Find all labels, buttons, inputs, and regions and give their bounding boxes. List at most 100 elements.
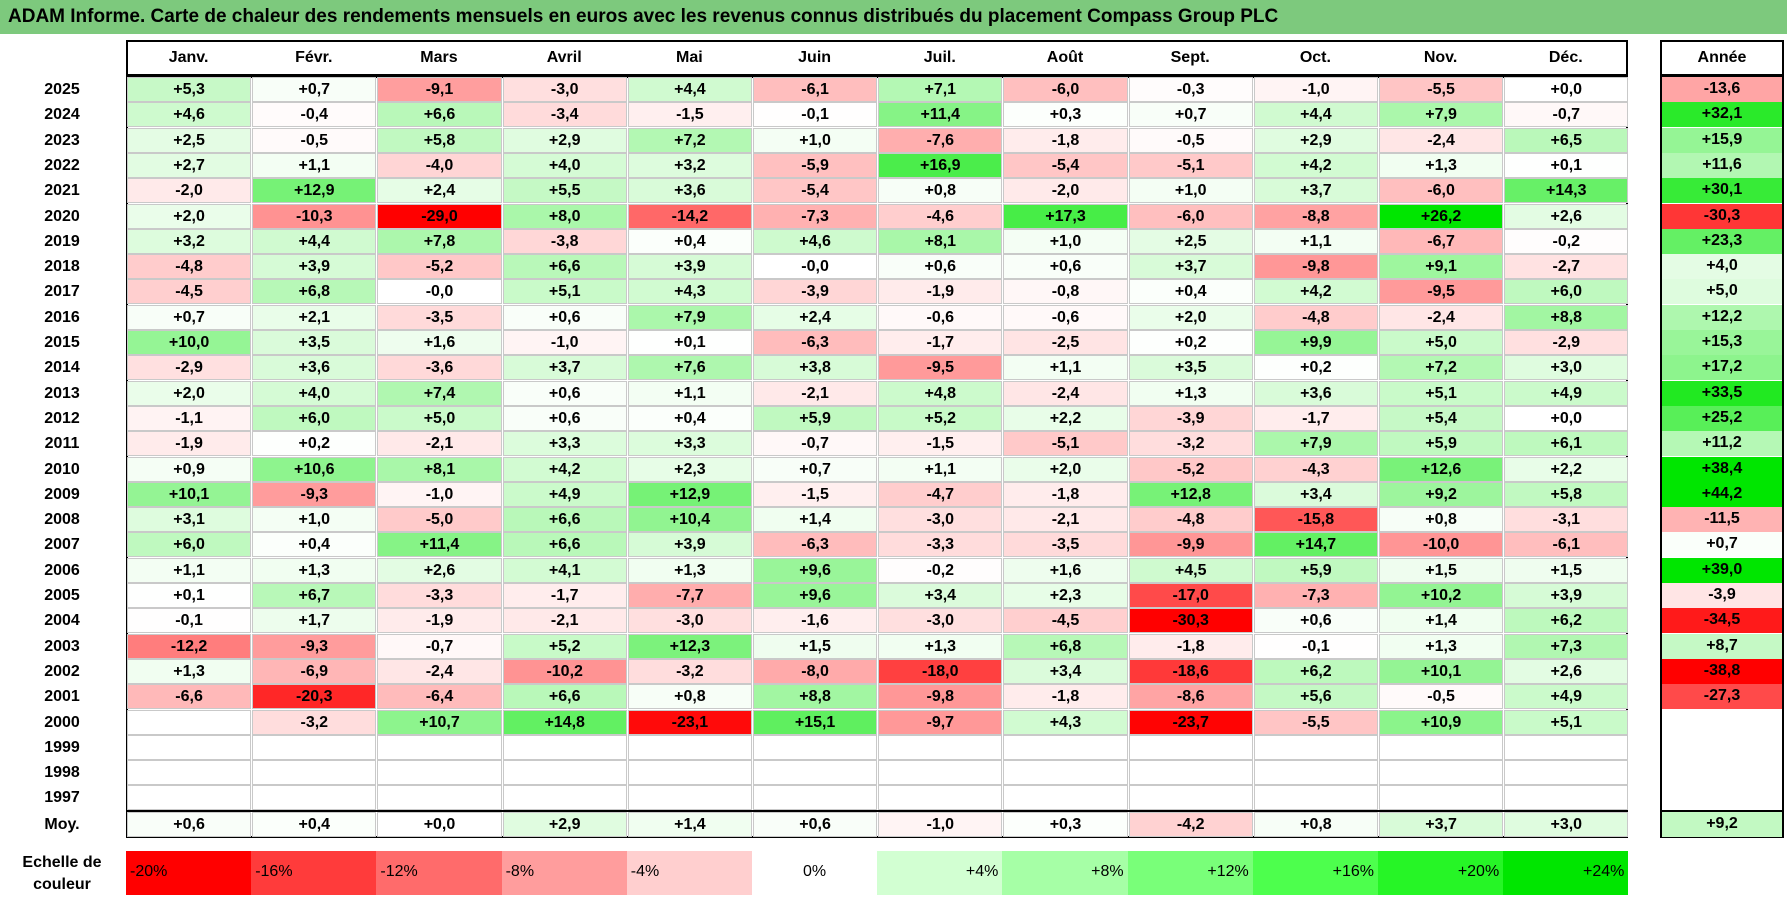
heatmap-cell: -0,1 [127, 608, 252, 634]
heatmap-cell: -0,5 [1128, 127, 1253, 153]
heatmap-cell: -4,0 [377, 152, 502, 178]
heatmap-cell: +0,8 [878, 178, 1003, 204]
heatmap-cell: -1,1 [127, 405, 252, 431]
annual-cell: -27,3 [1662, 684, 1782, 710]
heatmap-cell: -6,3 [753, 532, 878, 558]
scale-swatch: -12% [376, 851, 502, 895]
heatmap-cell: +3,7 [1128, 254, 1253, 280]
heatmap-cell: -9,5 [878, 355, 1003, 381]
heatmap-cell: +8,1 [878, 228, 1003, 254]
heatmap-cell: +3,5 [1128, 355, 1253, 381]
month-header: Août [1046, 49, 1084, 66]
heatmap-cell: +4,3 [627, 279, 752, 305]
heatmap-cell: +5,9 [1379, 431, 1504, 457]
annual-cell: +39,0 [1662, 557, 1782, 583]
heatmap-cell: +0,6 [1003, 254, 1128, 280]
heatmap-cell: -2,1 [502, 608, 627, 634]
heatmap-cell: -20,3 [252, 684, 377, 710]
heatmap-cell: -1,5 [753, 481, 878, 507]
year-label: 2010 [44, 460, 80, 478]
scale-swatch: -8% [501, 851, 627, 895]
heatmap-cell: -1,9 [878, 279, 1003, 305]
heatmap-cell [502, 785, 627, 811]
heatmap-cell [1504, 734, 1629, 760]
heatmap-cell: +6,2 [1253, 658, 1378, 684]
heatmap-cell: +4,0 [502, 152, 627, 178]
heatmap-cell: +8,8 [1504, 304, 1629, 330]
heatmap-cell: +4,1 [502, 557, 627, 583]
heatmap-cell: -1,5 [627, 102, 752, 128]
heatmap-cell: +0,2 [1253, 355, 1378, 381]
heatmap-cell: +1,4 [1379, 608, 1504, 634]
scale-swatch: +24% [1503, 851, 1629, 895]
heatmap-cell [1003, 760, 1128, 786]
heatmap-cell: -3,0 [502, 77, 627, 102]
heatmap-cell: -4,5 [1003, 608, 1128, 634]
heatmap-cell: +7,2 [1379, 355, 1504, 381]
heatmap-cell: +4,9 [1504, 380, 1629, 406]
heatmap-cell: -3,2 [252, 709, 377, 735]
heatmap-cell: +3,2 [627, 152, 752, 178]
year-label: 2014 [44, 359, 80, 377]
heatmap-cell: -6,7 [1379, 228, 1504, 254]
heatmap-cell: -0,3 [1128, 77, 1253, 102]
average-cell: +0,8 [1253, 812, 1378, 837]
heatmap-cell: -0,6 [878, 304, 1003, 330]
scale-swatch: 0% [752, 851, 878, 895]
heatmap-cell: +6,0 [1504, 279, 1629, 305]
heatmap-cell: +1,0 [252, 507, 377, 533]
heatmap-cell: +26,2 [1379, 203, 1504, 229]
month-header: Déc. [1548, 49, 1583, 66]
average-cell: -1,0 [878, 812, 1003, 837]
annual-cell [1662, 734, 1782, 760]
heatmap-cell: +6,2 [1504, 608, 1629, 634]
year-label: 2021 [44, 182, 80, 200]
page-title: ADAM Informe. Carte de chaleur des rende… [0, 0, 1787, 34]
heatmap-cell: +3,9 [1504, 583, 1629, 608]
heatmap-cell: -5,0 [377, 507, 502, 533]
annual-cell: -13,6 [1662, 77, 1782, 102]
heatmap-cell: +5,8 [377, 127, 502, 153]
heatmap-cell [753, 734, 878, 760]
heatmap-cell: -0,2 [1504, 228, 1629, 254]
heatmap-cell: +5,5 [502, 178, 627, 204]
scale-swatch: -20% [126, 851, 252, 895]
heatmap-cell: +2,3 [627, 456, 752, 482]
heatmap-cell: -1,8 [1003, 127, 1128, 153]
annual-cell: -34,5 [1662, 608, 1782, 634]
annual-cell: +30,1 [1662, 178, 1782, 204]
heatmap-cell: +1,1 [252, 152, 377, 178]
heatmap-cell: +4,4 [1253, 102, 1378, 128]
months-header-frame [126, 40, 1629, 76]
heatmap-cell: -1,7 [502, 583, 627, 608]
scale-swatch: +4% [877, 851, 1003, 895]
heatmap-cell: -7,3 [1253, 583, 1378, 608]
heatmap-cell: +2,0 [127, 203, 252, 229]
heatmap-cell: -2,9 [1504, 330, 1629, 355]
heatmap-cell: +5,0 [377, 405, 502, 431]
heatmap-cell: +4,6 [753, 228, 878, 254]
scale-label-line-2: couleur [33, 876, 91, 893]
heatmap-cell [627, 760, 752, 786]
heatmap-cell: +7,4 [377, 380, 502, 406]
heatmap-cell: +4,9 [502, 481, 627, 507]
heatmap-cell: +1,5 [1504, 557, 1629, 583]
heatmap-cell: +16,9 [878, 152, 1003, 178]
heatmap-cell: +5,1 [502, 279, 627, 305]
heatmap-cell: -3,9 [753, 279, 878, 305]
year-label: 2025 [44, 81, 80, 98]
heatmap-cell: +3,4 [1003, 658, 1128, 684]
heatmap-cell: -23,1 [627, 709, 752, 735]
heatmap-cell: +2,9 [502, 127, 627, 153]
average-cell: +0,0 [377, 812, 502, 837]
heatmap-cell: +6,8 [1003, 633, 1128, 659]
heatmap-cell: +2,4 [753, 304, 878, 330]
heatmap-cell: +0,7 [252, 77, 377, 102]
heatmap-cell: +12,9 [252, 178, 377, 204]
heatmap-cell: -3,4 [502, 102, 627, 128]
heatmap-cell: -4,5 [127, 279, 252, 305]
heatmap-cell: +2,5 [1128, 228, 1253, 254]
heatmap-cell: +15,1 [753, 709, 878, 735]
year-label: 2009 [44, 485, 80, 503]
average-cell: +0,6 [753, 812, 878, 837]
